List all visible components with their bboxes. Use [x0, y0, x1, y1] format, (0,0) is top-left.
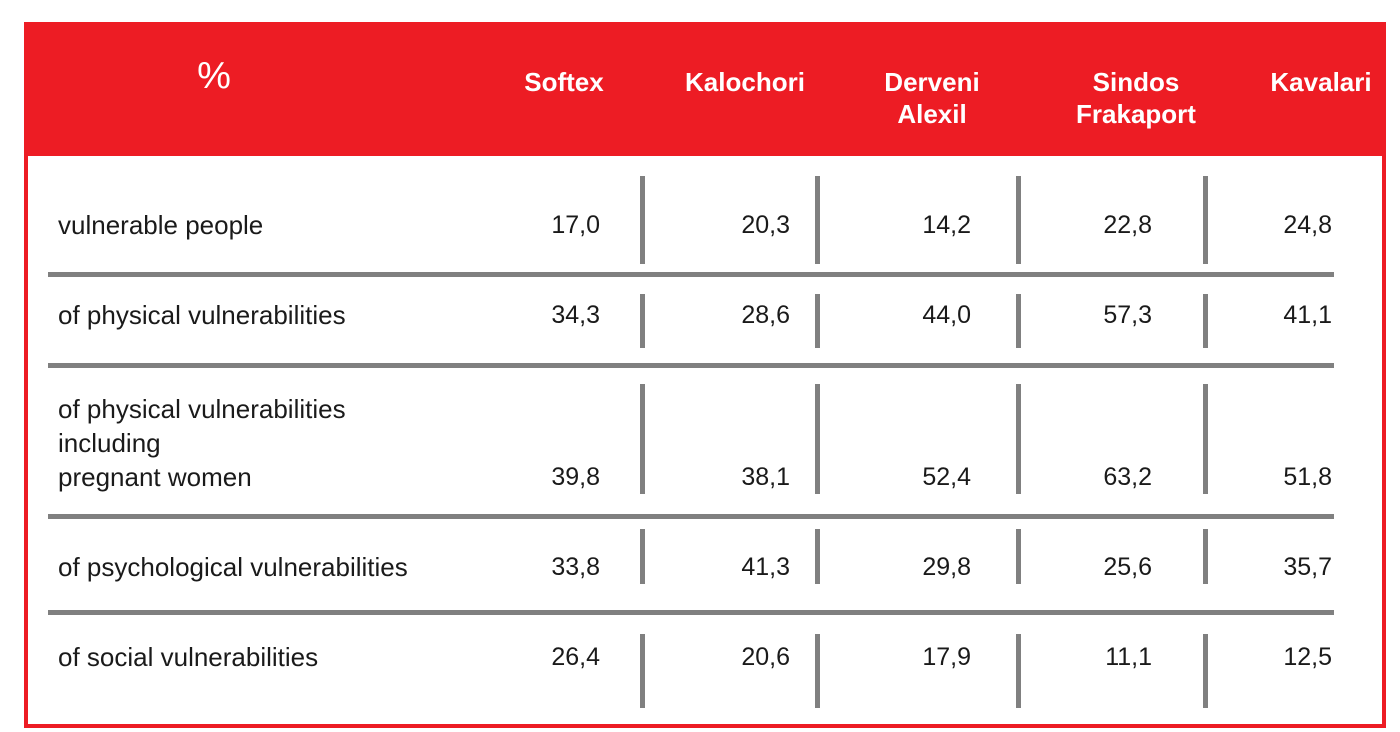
table-cell-value: 41,1	[1283, 301, 1332, 329]
table-cell-value: 25,6	[1103, 553, 1152, 581]
table-cell-value: 12,5	[1283, 643, 1332, 671]
column-separator	[1016, 529, 1021, 584]
column-separator	[1016, 294, 1021, 348]
column-separator	[1016, 634, 1021, 708]
column-header: Softex	[454, 66, 674, 98]
column-header-line: Kavalari	[1270, 67, 1372, 97]
column-header: Kalochori	[635, 66, 855, 98]
row-label-line: of social vulnerabilities	[58, 642, 319, 672]
column-separator	[640, 634, 645, 708]
table-cell-value: 14,2	[922, 211, 971, 239]
table-cell-value: 24,8	[1283, 211, 1332, 239]
table-cell-value: 17,0	[551, 211, 600, 239]
table-cell-value: 22,8	[1103, 211, 1152, 239]
row-divider	[48, 272, 1334, 277]
column-separator	[1203, 384, 1208, 494]
row-label-line: including	[58, 428, 161, 458]
row-label: of social vulnerabilities	[58, 640, 318, 674]
row-label: of psychological vulnerabilities	[58, 550, 408, 584]
row-label: of physical vulnerabilities including preg…	[58, 392, 346, 494]
row-label-line: pregnant women	[58, 462, 252, 492]
table-cell-value: 44,0	[922, 301, 971, 329]
column-header: Kavalari	[1211, 66, 1400, 98]
table-cell-value: 34,3	[551, 301, 600, 329]
table-cell-value: 29,8	[922, 553, 971, 581]
row-label-line: of physical vulnerabilities	[58, 394, 346, 424]
row-divider	[48, 363, 1334, 368]
column-separator	[815, 176, 820, 264]
column-header-line: Frakaport	[1076, 99, 1196, 129]
table-cell-value: 11,1	[1105, 643, 1152, 671]
column-separator	[1016, 176, 1021, 264]
table-cell-value: 35,7	[1283, 553, 1332, 581]
column-separator	[1203, 176, 1208, 264]
table-cell-value: 41,3	[741, 553, 790, 581]
column-separator	[815, 529, 820, 584]
row-divider	[48, 610, 1334, 615]
table-frame: % Softex Kalochori Derveni Alexil Sindos Frak…	[24, 22, 1386, 728]
table-cell-value: 20,6	[741, 643, 790, 671]
column-separator	[1203, 529, 1208, 584]
table-header: % Softex Kalochori Derveni Alexil Sindos Frak…	[28, 26, 1382, 156]
table-cell-value: 33,8	[551, 553, 600, 581]
row-divider	[48, 514, 1334, 519]
percent-corner-label: %	[197, 55, 231, 97]
table-cell-value: 51,8	[1283, 463, 1332, 491]
table-cell-value: 38,1	[741, 463, 790, 491]
column-separator	[640, 384, 645, 494]
table-cell-value: 20,3	[741, 211, 790, 239]
column-header-line: Alexil	[897, 99, 967, 129]
column-header-line: Kalochori	[685, 67, 805, 97]
row-label: of physical vulnerabilities	[58, 298, 346, 332]
table-cell-value: 52,4	[922, 463, 971, 491]
table-cell-value: 17,9	[922, 643, 971, 671]
row-label-line: of physical vulnerabilities	[58, 300, 346, 330]
table-cell-value: 63,2	[1103, 463, 1152, 491]
column-header-line: Softex	[524, 67, 604, 97]
row-label-line: vulnerable people	[58, 210, 264, 240]
row-label-line: of psychological vulnerabilities	[58, 552, 408, 582]
column-header-line: Sindos	[1092, 67, 1180, 97]
column-separator	[815, 634, 820, 708]
column-separator	[1203, 294, 1208, 348]
column-separator	[815, 294, 820, 348]
table-cell-value: 26,4	[551, 643, 600, 671]
column-separator	[640, 294, 645, 348]
table-cell-value: 28,6	[741, 301, 790, 329]
row-label: vulnerable people	[58, 208, 263, 242]
table-cell-value: 57,3	[1103, 301, 1152, 329]
column-header: Derveni Alexil	[822, 66, 1042, 130]
column-header-line: Derveni	[884, 67, 980, 97]
column-separator	[640, 176, 645, 264]
column-separator	[640, 529, 645, 584]
column-separator	[1203, 634, 1208, 708]
column-separator	[815, 384, 820, 494]
column-header: Sindos Frakaport	[1026, 66, 1246, 130]
table-cell-value: 39,8	[551, 463, 600, 491]
column-separator	[1016, 384, 1021, 494]
